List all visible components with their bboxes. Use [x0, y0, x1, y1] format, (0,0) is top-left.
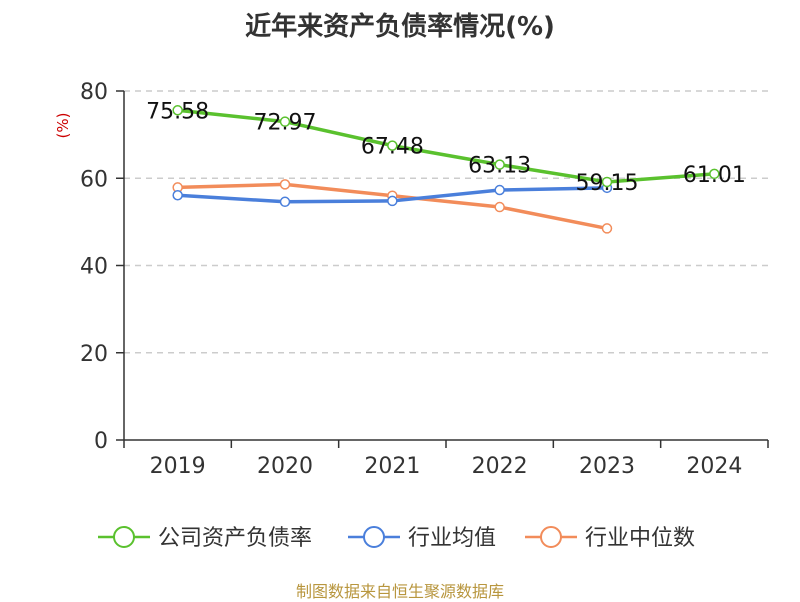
- data-label-2022: 63.13: [468, 154, 531, 179]
- series-2-point-2023: [601, 223, 613, 234]
- x-tick-label-2023: 2023: [579, 454, 635, 479]
- y-tick-label-20: 20: [80, 342, 108, 367]
- y-tick-label-0: 0: [94, 429, 108, 454]
- source-note: 制图数据来自恒生聚源数据库: [295, 582, 504, 601]
- series-2-point-2020: [279, 179, 291, 190]
- legend-label-1: 行业均值: [408, 526, 496, 551]
- x-tick-label-2019: 2019: [150, 454, 206, 479]
- y-tick-label-40: 40: [80, 255, 108, 280]
- legend-marker-2: [540, 526, 562, 548]
- series-1-point-2022: [494, 184, 505, 196]
- series-0-point-2020: [279, 116, 291, 127]
- x-tick-label-2020: 2020: [257, 454, 313, 479]
- legend-label-2: 行业中位数: [585, 526, 695, 551]
- data-label-2024: 61.01: [683, 163, 746, 188]
- series-1-point-2019: [172, 190, 183, 201]
- chart-title: 近年来资产负债率情况(%): [245, 12, 555, 42]
- legend-marker-0: [113, 526, 135, 548]
- series-0-point-2021: [387, 140, 398, 151]
- series-0-point-2024: [709, 168, 720, 180]
- y-tick-label-80: 80: [80, 80, 108, 105]
- series-0-point-2023: [601, 176, 613, 188]
- series-1-point-2021: [387, 195, 398, 207]
- series-line-0: [175, 108, 717, 184]
- y-tick-label-60: 60: [80, 167, 108, 192]
- series-layer: [172, 105, 720, 234]
- axis-layer: 0 20 40 60 80 (%) 2019 2020 2021 2022 2023 2024: [54, 80, 769, 479]
- x-tick-label-2024: 2024: [686, 454, 742, 479]
- data-label-2019: 75.58: [146, 99, 209, 124]
- x-tick-label-2021: 2021: [364, 454, 420, 479]
- data-label-layer: 75.58 72.97 67.48 63.13 59.15 61.01: [146, 99, 746, 196]
- x-tick-label-2022: 2022: [472, 454, 528, 479]
- y-axis-label: (%): [54, 113, 72, 139]
- series-0-point-2019: [172, 105, 183, 116]
- series-1-point-2020: [279, 196, 291, 208]
- series-2-point-2022: [494, 201, 505, 213]
- series-0-point-2022: [494, 159, 505, 170]
- data-label-2023: 59.15: [576, 171, 639, 196]
- legend: 公司资产负债率 行业均值 行业中位数: [98, 526, 695, 551]
- data-label-2020: 72.97: [254, 111, 317, 136]
- data-label-2021: 67.48: [361, 135, 424, 160]
- legend-marker-1: [363, 526, 385, 548]
- grid-layer: [124, 90, 768, 354]
- legend-label-0: 公司资产负债率: [158, 526, 312, 551]
